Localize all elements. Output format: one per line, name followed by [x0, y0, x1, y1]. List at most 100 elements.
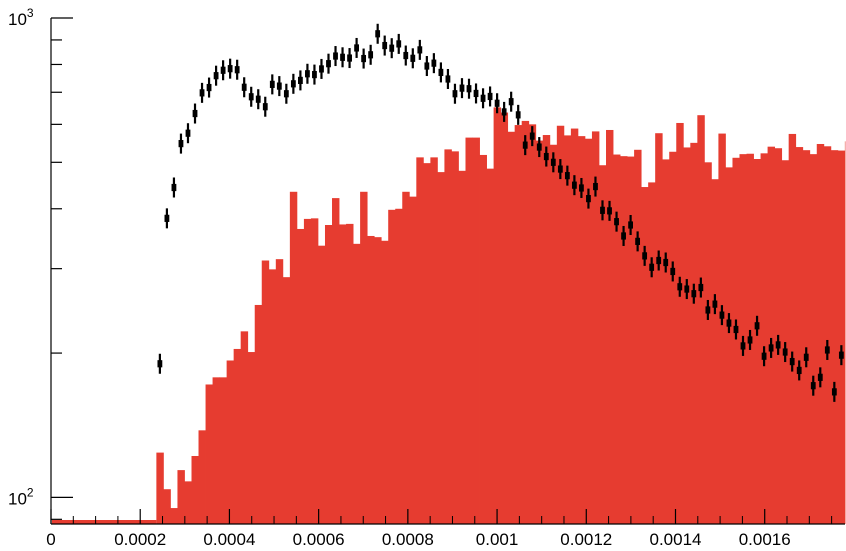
point-marker	[283, 90, 289, 98]
point-marker	[262, 103, 268, 111]
point-marker	[178, 140, 184, 148]
histogram-bar	[528, 124, 537, 524]
data-point	[789, 351, 795, 372]
histogram-bar	[226, 360, 235, 524]
data-point	[571, 175, 577, 196]
data-point	[614, 211, 619, 232]
data-point	[628, 214, 633, 235]
point-marker	[459, 84, 465, 92]
point-marker	[494, 99, 500, 107]
histogram-bar	[402, 191, 410, 524]
point-marker	[269, 80, 275, 88]
histogram-bar	[641, 187, 649, 525]
data-point	[543, 146, 549, 167]
point-marker	[508, 98, 514, 106]
histogram-bar	[353, 243, 361, 524]
histogram-bar	[451, 151, 459, 525]
data-point	[529, 126, 535, 147]
point-marker	[712, 300, 718, 308]
point-marker	[733, 325, 739, 334]
data-point	[677, 276, 683, 297]
histogram-bar	[760, 153, 768, 524]
histogram-bar	[725, 167, 733, 524]
point-marker	[586, 195, 591, 203]
histogram-bar	[732, 157, 740, 524]
histogram-bar	[753, 159, 761, 524]
point-marker	[319, 65, 324, 73]
histogram-bar	[655, 133, 663, 524]
point-marker	[719, 311, 725, 319]
histogram-bar	[444, 149, 452, 524]
point-marker	[445, 75, 451, 83]
point-marker	[333, 52, 338, 60]
histogram-bar	[648, 182, 656, 524]
histogram-bar	[598, 165, 607, 525]
point-marker	[305, 70, 310, 78]
x-tick-label: 0.0004	[203, 530, 255, 549]
point-marker	[248, 93, 254, 101]
data-point	[593, 176, 598, 197]
histogram-bar	[233, 348, 242, 524]
histogram-bar	[465, 137, 473, 524]
x-tick-label: 0.0006	[293, 530, 345, 549]
point-marker	[368, 51, 374, 59]
data-point	[241, 77, 247, 98]
histogram-bar	[261, 260, 270, 524]
data-point	[417, 39, 423, 60]
data-point	[234, 59, 240, 80]
data-point	[206, 77, 212, 98]
data-point	[347, 48, 352, 69]
data-point	[761, 346, 767, 367]
histogram-bar	[613, 154, 621, 525]
point-marker	[157, 360, 163, 368]
data-point	[466, 78, 472, 99]
histogram-bar	[360, 191, 368, 524]
point-marker	[649, 263, 655, 271]
data-point	[557, 159, 563, 180]
data-point	[705, 299, 711, 320]
histogram-bar	[816, 143, 825, 525]
data-point	[319, 58, 324, 79]
data-point	[607, 200, 612, 221]
histogram-bar	[711, 179, 719, 524]
point-marker	[536, 143, 542, 151]
histogram-bar	[303, 218, 312, 524]
histogram-bar	[718, 133, 726, 524]
data-point	[438, 62, 444, 83]
point-marker	[424, 62, 430, 70]
data-point	[312, 64, 317, 85]
histogram-bar	[324, 225, 333, 524]
data-point	[340, 47, 345, 68]
histogram-bar	[317, 245, 326, 524]
data-point	[515, 104, 521, 125]
data-point	[522, 135, 528, 156]
point-marker	[803, 353, 809, 361]
point-marker	[726, 319, 732, 327]
point-marker	[297, 76, 303, 85]
data-point	[255, 89, 261, 110]
point-marker	[396, 40, 402, 48]
point-marker	[761, 352, 767, 360]
point-marker	[607, 207, 612, 215]
data-point	[178, 133, 184, 154]
point-marker	[754, 322, 760, 330]
histogram-bar	[381, 240, 389, 524]
data-point	[817, 367, 823, 388]
point-marker	[740, 342, 746, 350]
point-marker	[782, 348, 788, 356]
data-point	[586, 188, 591, 209]
point-marker	[670, 267, 676, 276]
point-marker	[677, 283, 683, 291]
data-point	[536, 137, 542, 158]
data-point	[445, 69, 451, 90]
point-marker	[199, 89, 205, 97]
point-marker	[227, 65, 233, 73]
point-marker	[768, 344, 774, 352]
data-point	[157, 353, 163, 374]
data-point	[754, 315, 760, 336]
data-point	[649, 257, 655, 278]
histogram-bar	[690, 142, 698, 524]
point-marker	[417, 46, 423, 54]
data-point	[663, 252, 669, 273]
histogram-bar	[788, 133, 797, 524]
